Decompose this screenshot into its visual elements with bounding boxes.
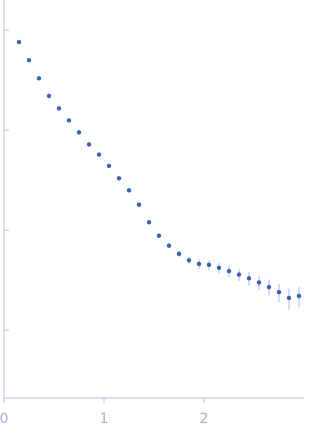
point xyxy=(56,106,62,111)
point xyxy=(86,142,92,147)
point xyxy=(36,76,42,81)
point xyxy=(246,276,252,281)
point xyxy=(286,295,292,301)
point xyxy=(256,280,262,285)
point xyxy=(236,272,242,277)
x-tick-label: 1 xyxy=(100,411,109,427)
point xyxy=(66,118,72,123)
point xyxy=(46,93,52,99)
point xyxy=(266,284,272,290)
point xyxy=(216,265,222,271)
x-tick-label: 2 xyxy=(200,411,209,427)
point xyxy=(156,233,162,238)
point xyxy=(206,262,212,268)
chart: 0 1 2 xyxy=(0,0,304,427)
point xyxy=(196,261,202,267)
point xyxy=(76,130,82,135)
point xyxy=(226,268,232,274)
point xyxy=(276,289,282,295)
point xyxy=(166,243,172,248)
point xyxy=(106,163,112,169)
point xyxy=(16,39,22,45)
point xyxy=(146,220,152,225)
point xyxy=(126,188,132,193)
point xyxy=(26,58,32,63)
point xyxy=(96,152,102,157)
point xyxy=(186,258,192,263)
point xyxy=(176,251,182,257)
point xyxy=(116,176,122,181)
x-tick-label: 0 xyxy=(0,411,8,427)
point xyxy=(136,202,142,207)
point xyxy=(296,293,302,299)
